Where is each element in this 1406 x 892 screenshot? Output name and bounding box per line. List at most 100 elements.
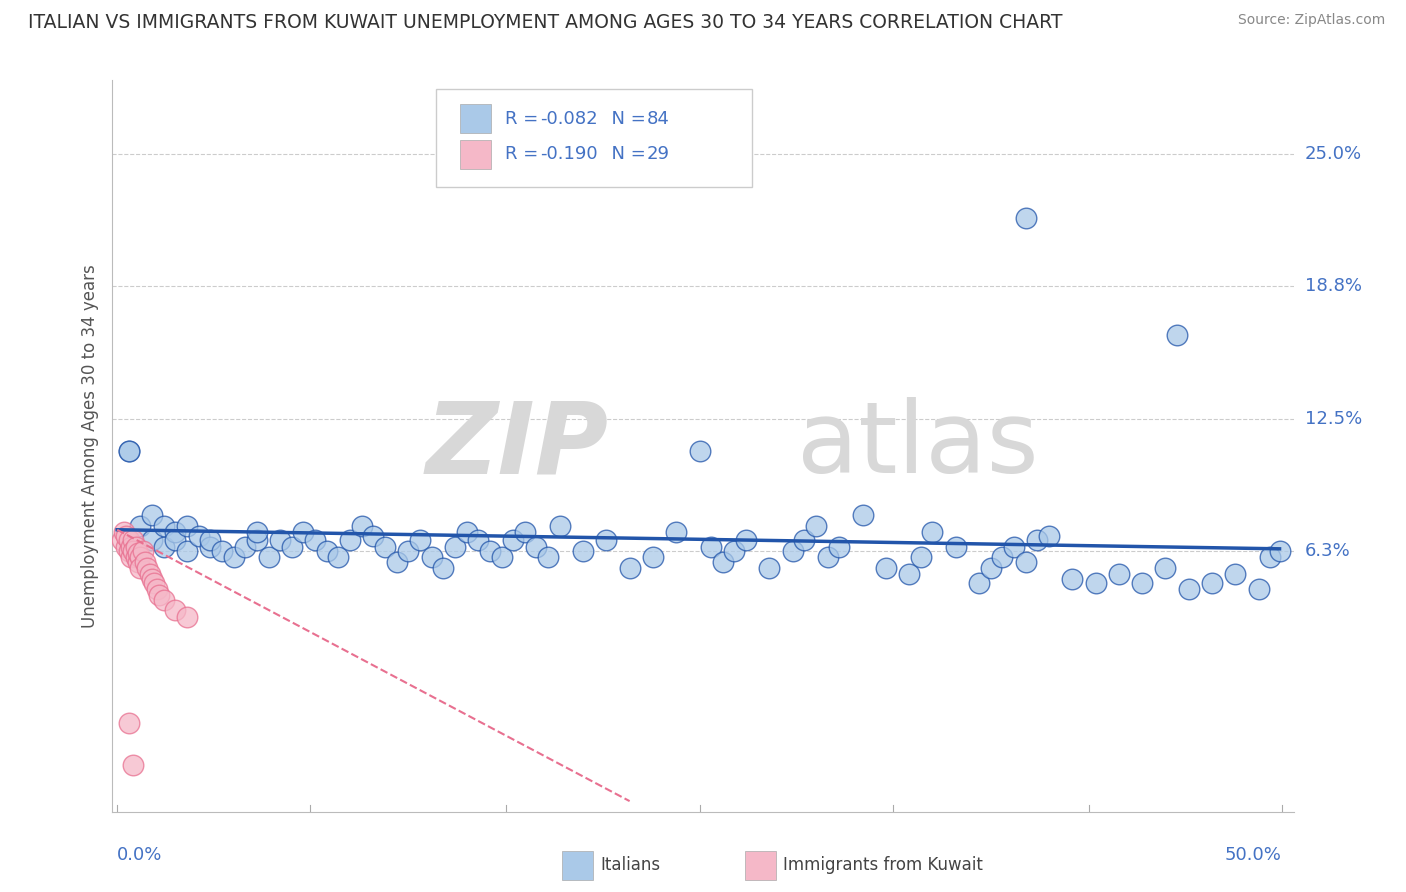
Point — [420, 550, 443, 565]
Text: 25.0%: 25.0% — [1305, 145, 1362, 163]
Point — [828, 540, 851, 554]
Point — [200, 540, 222, 554]
Point — [758, 561, 780, 575]
Point — [120, 540, 142, 554]
Point — [513, 524, 536, 539]
Point — [1038, 529, 1060, 543]
Point — [165, 524, 187, 539]
Text: atlas: atlas — [797, 398, 1039, 494]
Point — [118, 544, 141, 558]
Point — [910, 550, 932, 565]
Point — [898, 567, 921, 582]
Text: Source: ZipAtlas.com: Source: ZipAtlas.com — [1237, 13, 1385, 28]
Point — [478, 544, 501, 558]
Point — [125, 550, 148, 565]
Point — [246, 533, 269, 548]
Point — [211, 544, 233, 558]
Point — [665, 524, 688, 539]
Point — [1201, 575, 1223, 590]
Point — [165, 603, 187, 617]
Text: 18.8%: 18.8% — [1305, 277, 1361, 295]
Point — [222, 550, 245, 565]
Point — [152, 592, 174, 607]
Point — [945, 540, 967, 554]
Point — [328, 550, 350, 565]
Point — [187, 529, 209, 543]
Y-axis label: Unemployment Among Ages 30 to 34 years: Unemployment Among Ages 30 to 34 years — [80, 264, 98, 628]
Point — [115, 529, 138, 543]
Text: N =: N = — [600, 110, 652, 128]
Point — [572, 544, 595, 558]
Point — [129, 550, 152, 565]
Point — [134, 555, 156, 569]
Point — [176, 518, 198, 533]
Point — [921, 524, 943, 539]
Point — [1014, 211, 1036, 225]
Point — [122, 758, 145, 772]
Point — [875, 561, 897, 575]
Point — [141, 572, 163, 586]
Point — [1108, 567, 1130, 582]
Point — [139, 567, 162, 582]
Text: 12.5%: 12.5% — [1305, 410, 1362, 428]
Point — [233, 540, 256, 554]
Text: R =: R = — [505, 145, 544, 163]
Point — [339, 533, 361, 548]
Text: -0.082: -0.082 — [540, 110, 598, 128]
Point — [396, 544, 419, 558]
Point — [257, 550, 280, 565]
Point — [711, 555, 734, 569]
Point — [363, 529, 385, 543]
Text: -0.190: -0.190 — [540, 145, 598, 163]
Point — [350, 518, 373, 533]
Point — [1014, 555, 1036, 569]
Point — [152, 540, 174, 554]
Point — [526, 540, 548, 554]
Point — [817, 550, 839, 565]
Point — [385, 555, 408, 569]
Point — [1268, 544, 1291, 558]
Point — [122, 533, 145, 548]
Point — [1177, 582, 1199, 596]
Text: 84: 84 — [647, 110, 669, 128]
Point — [1002, 540, 1025, 554]
Point — [176, 544, 198, 558]
Point — [723, 544, 745, 558]
Point — [127, 555, 149, 569]
Text: ZIP: ZIP — [426, 398, 609, 494]
Point — [1154, 561, 1177, 575]
Point — [980, 561, 1002, 575]
Text: 0.0%: 0.0% — [117, 847, 163, 864]
Point — [1247, 582, 1270, 596]
Point — [548, 518, 571, 533]
Point — [444, 540, 467, 554]
Point — [804, 518, 827, 533]
Text: N =: N = — [600, 145, 652, 163]
Point — [122, 544, 145, 558]
Point — [246, 524, 269, 539]
Point — [141, 533, 163, 548]
Point — [165, 533, 187, 548]
Text: Immigrants from Kuwait: Immigrants from Kuwait — [783, 856, 983, 874]
Point — [619, 561, 641, 575]
Point — [111, 533, 134, 548]
Point — [1062, 572, 1084, 586]
Point — [374, 540, 396, 554]
Point — [129, 561, 152, 575]
Point — [456, 524, 478, 539]
Point — [502, 533, 524, 548]
Point — [141, 508, 163, 522]
Point — [269, 533, 291, 548]
Point — [1084, 575, 1107, 590]
Point — [112, 524, 135, 539]
Point — [152, 518, 174, 533]
Point — [1225, 567, 1247, 582]
Point — [281, 540, 304, 554]
Point — [793, 533, 815, 548]
Point — [292, 524, 315, 539]
Point — [148, 589, 170, 603]
Point — [129, 518, 152, 533]
Point — [304, 533, 326, 548]
Point — [136, 561, 159, 575]
Point — [143, 575, 166, 590]
